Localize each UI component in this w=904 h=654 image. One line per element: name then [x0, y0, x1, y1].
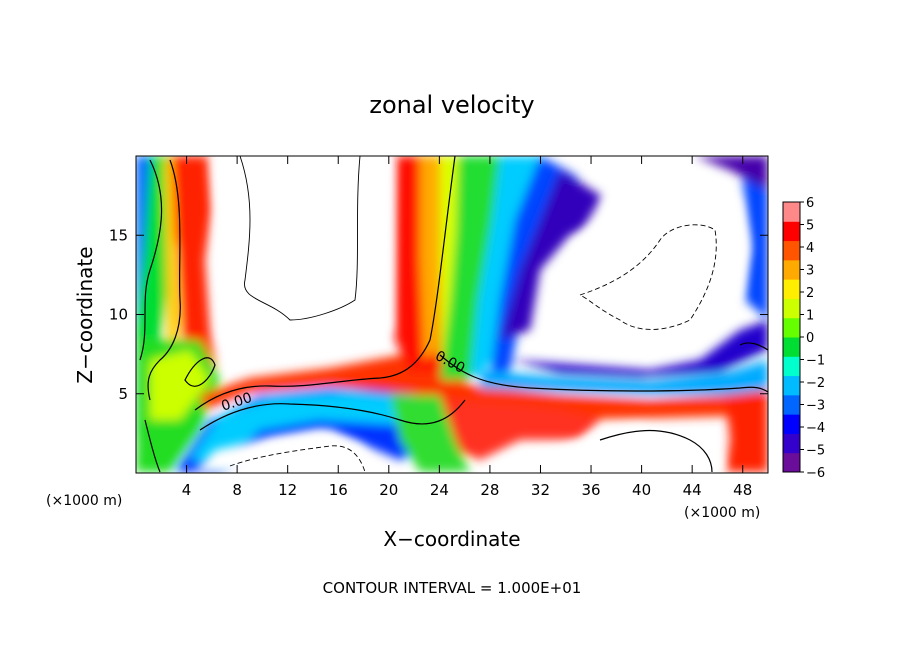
- field-left-orange: [164, 160, 180, 360]
- colorbar-segment: [783, 414, 800, 434]
- x-tick-label: 8: [232, 481, 242, 499]
- y-axis-label: Z−coordinate: [73, 246, 97, 383]
- contour-lower-left-dashed: [229, 445, 366, 473]
- plot-area: 0.00 0.00: [136, 156, 768, 473]
- white-region-upper-right: [560, 172, 750, 340]
- field-lower-middle-green: [390, 395, 470, 472]
- colorbar: 6 5 4 3 2 1 0 −1 −2 −3 −4 −5 −6: [782, 196, 825, 481]
- x-tick-label: 16: [329, 481, 348, 499]
- field-lower-right-red: [725, 390, 768, 472]
- colorbar-segment: [783, 259, 800, 280]
- colorbar-segment: [783, 375, 800, 396]
- contour-zero-left-2: [147, 159, 181, 401]
- x-tick-label: 32: [531, 481, 550, 499]
- colorbar-tick-label: 2: [806, 286, 814, 301]
- x-unit-right: (×1000 m): [684, 505, 760, 521]
- colorbar-segment: [783, 279, 800, 299]
- colorbar-segment: [783, 452, 800, 473]
- colorbar-segment: [783, 202, 800, 222]
- colorbar-tick-label: −5: [806, 444, 825, 459]
- field-top-right-purple: [695, 156, 768, 190]
- colorbar-segment: [783, 317, 800, 338]
- contour-zero-main: [194, 156, 456, 411]
- x-unit-left: (×1000 m): [46, 493, 122, 509]
- field-left-red-jet: [168, 156, 216, 388]
- colorbar-segment: [783, 298, 800, 319]
- x-tick-label: 36: [581, 481, 600, 499]
- field-right-purple-band: [510, 320, 768, 378]
- field-fan-green: [440, 156, 500, 380]
- x-tick-label: 48: [733, 481, 752, 499]
- field-right-edge-blue: [740, 156, 768, 320]
- colorbar-tick-label: 6: [806, 196, 814, 211]
- contour-zero-right: [439, 354, 768, 393]
- white-region-lower-left: [195, 430, 380, 472]
- x-tick-label: 40: [632, 481, 651, 499]
- field-lower-left-yellow: [150, 350, 210, 420]
- colorbar-tick-label: 5: [806, 219, 814, 234]
- contour-zero-lower: [144, 419, 161, 473]
- field-central-jet-yellow: [440, 156, 462, 360]
- colorbar-tick-label: 0: [806, 331, 814, 346]
- contour-zero-right-edge: [739, 342, 768, 351]
- white-region-upper-left: [214, 156, 394, 356]
- x-tick-label: 20: [379, 481, 398, 499]
- colorbar-segment: [783, 337, 800, 357]
- contour-interval-footer: CONTOUR INTERVAL = 1.000E+01: [323, 579, 582, 597]
- colorbar-segment: [783, 394, 800, 415]
- colorbar-tick-label: −4: [806, 421, 825, 436]
- y-tick-label: 15: [109, 226, 128, 244]
- colorbar-segment: [783, 221, 800, 242]
- colorbar-segment: [783, 356, 800, 377]
- field-lower-middle-red: [440, 400, 600, 460]
- colorbar-tick-label: 4: [806, 241, 814, 256]
- colorbar-tick-label: 3: [806, 264, 814, 279]
- contour-zero-left: [139, 159, 163, 361]
- field-right-blue-band: [480, 360, 768, 395]
- x-tick-label: 24: [430, 481, 449, 499]
- field-fan-purple: [500, 170, 610, 340]
- y-axis-ticks: 5 10 15: [109, 226, 768, 403]
- colorbar-segment: [783, 240, 800, 261]
- colorbar-segment: [783, 433, 800, 454]
- contour-zero-diag: [199, 399, 466, 431]
- y-tick-label: 10: [109, 306, 128, 324]
- x-tick-label: 44: [683, 481, 702, 499]
- y-tick-label: 5: [118, 385, 128, 403]
- colorbar-tick-label: −6: [806, 466, 825, 481]
- white-region-lower-right: [480, 425, 725, 472]
- contours: [139, 156, 768, 473]
- contour-zero-bottom-right: [599, 430, 713, 473]
- out-of-range-regions: [195, 156, 750, 472]
- x-axis-label: X−coordinate: [383, 527, 520, 551]
- contour-upper-right-dashed: [579, 224, 717, 330]
- colorbar-tick-label: −1: [806, 354, 825, 369]
- colorbar-tick-label: −3: [806, 399, 825, 414]
- colorbar-tick-label: 1: [806, 309, 814, 324]
- x-tick-label: 4: [182, 481, 192, 499]
- x-tick-label: 28: [480, 481, 499, 499]
- x-axis-ticks: 4 8 12 16 20 24 28 32 36 40 44 48: [182, 156, 752, 499]
- field-red-band: [200, 345, 768, 420]
- colorbar-tick-label: −2: [806, 376, 825, 391]
- x-tick-label: 12: [278, 481, 297, 499]
- contour-zero-loop: [184, 357, 216, 387]
- chart-title: zonal velocity: [369, 91, 534, 119]
- contour-upper-left-thin: [239, 156, 361, 321]
